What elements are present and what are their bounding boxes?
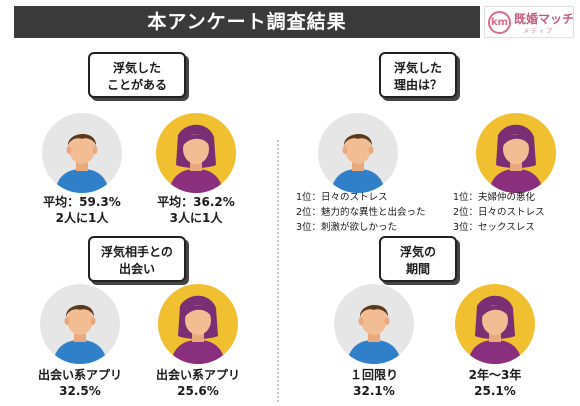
list-item: 2位：魅力的な異性と出会った	[296, 207, 426, 218]
logo-text: 既婚マッチ	[514, 12, 575, 26]
male-avatar-icon	[40, 284, 120, 364]
question-box-reason: 浮気した 理由は？	[379, 52, 457, 98]
female-result-line-1: 出会い系アプリ	[155, 368, 240, 382]
page-title: 本アンケート調査結果	[14, 6, 480, 38]
question-line-1: 浮気した	[112, 61, 161, 75]
male-result: 平均：59.3% 2人に1人	[22, 194, 142, 226]
question-box-cheated: 浮気した ことがある	[88, 52, 186, 98]
logo-mark-icon: km	[488, 11, 511, 34]
female-result-line-1: 平均：36.2%	[157, 195, 235, 209]
brand-logo: km 既婚マッチ メディア	[484, 6, 574, 38]
female-result-line-2: 3人に1人	[169, 211, 223, 225]
list-item: 2位：日々のストレス	[453, 207, 545, 218]
male-result: 出会い系アプリ 32.5%	[20, 367, 140, 399]
male-reason-list: 1位：日々のストレス 2位：魅力的な異性と出会った 3位：刺激が欲しかった	[296, 190, 426, 235]
male-result-line-2: 32.1%	[353, 384, 395, 398]
center-divider	[277, 140, 279, 402]
female-result: 出会い系アプリ 25.6%	[138, 367, 258, 399]
female-avatar-icon	[158, 284, 238, 364]
female-result-line-2: 25.6%	[177, 384, 219, 398]
female-result-line-1: 2年〜3年	[468, 368, 522, 382]
female-result: 2年〜3年 25.1%	[435, 367, 555, 399]
list-item: 1位：夫婦仲の悪化	[453, 192, 536, 203]
question-box-duration: 浮気の 期間	[379, 236, 457, 282]
question-line-2: ことがある	[106, 78, 167, 92]
male-result: １回限り 32.1%	[314, 367, 434, 399]
female-avatar-icon	[455, 284, 535, 364]
female-result: 平均：36.2% 3人に1人	[136, 194, 256, 226]
list-item: 3位：刺激が欲しかった	[296, 222, 398, 233]
question-line-1: 浮気の	[399, 245, 436, 259]
question-line-2: 期間	[405, 262, 430, 276]
header: 本アンケート調査結果 km 既婚マッチ メディア	[0, 0, 580, 44]
question-line-2: 理由は？	[393, 78, 442, 92]
male-result-line-2: 32.5%	[59, 384, 101, 398]
question-box-meeting: 浮気相手との 出会い	[88, 236, 186, 282]
question-line-2: 出会い	[118, 262, 155, 276]
female-avatar-icon	[476, 113, 556, 193]
question-line-1: 浮気相手との	[101, 245, 173, 259]
female-reason-list: 1位：夫婦仲の悪化 2位：日々のストレス 3位：セックスレス	[453, 190, 545, 235]
list-item: 3位：セックスレス	[453, 222, 535, 233]
male-result-line-2: 2人に1人	[55, 211, 109, 225]
question-line-1: 浮気した	[393, 61, 442, 75]
male-avatar-icon	[334, 284, 414, 364]
male-avatar-icon	[42, 113, 122, 193]
male-result-line-1: 平均：59.3%	[43, 195, 121, 209]
male-avatar-icon	[318, 113, 398, 193]
female-avatar-icon	[156, 113, 236, 193]
female-result-line-2: 25.1%	[474, 384, 516, 398]
male-result-line-1: １回限り	[349, 368, 398, 382]
male-result-line-1: 出会い系アプリ	[37, 368, 122, 382]
logo-subtext: メディア	[523, 28, 555, 35]
list-item: 1位：日々のストレス	[296, 192, 388, 203]
